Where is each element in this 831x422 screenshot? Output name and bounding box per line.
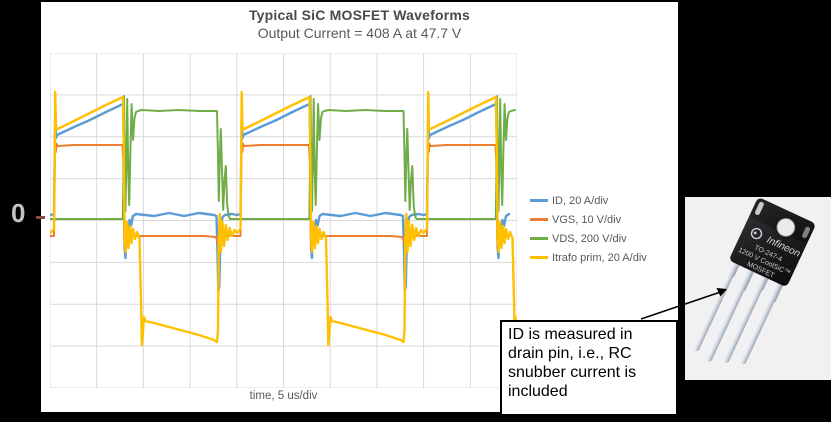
chart-panel: Typical SiC MOSFET Waveforms Output Curr…	[41, 2, 678, 412]
package-slot-left	[755, 201, 764, 216]
legend-swatch-id	[530, 199, 548, 202]
trace-vds	[50, 95, 516, 220]
legend-label-vgs: VGS, 10 V/div	[552, 213, 622, 226]
legend-label-itrafo_prim: Itrafo prim, 20 A/div	[552, 251, 647, 264]
trace-itrafo_prim	[50, 90, 517, 347]
legend-item-itrafo_prim: Itrafo prim, 20 A/div	[530, 248, 647, 267]
legend-swatch-vds	[530, 237, 548, 240]
infineon-logo	[750, 227, 763, 240]
zero-level-tick	[36, 216, 45, 219]
device-photo: Infineon TO-247-4 1200 V CoolSiC™ MOSFET	[685, 197, 831, 380]
legend-item-vgs: VGS, 10 V/div	[530, 210, 647, 229]
trace-vgs	[50, 140, 507, 250]
mounting-hole	[776, 217, 796, 237]
x-axis-label: time, 5 us/div	[249, 390, 318, 402]
legend-swatch-vgs	[530, 218, 548, 221]
zero-level-label: 0	[11, 198, 26, 228]
legend-item-vds: VDS, 200 V/div	[530, 229, 647, 248]
legend-label-id: ID, 20 A/div	[552, 194, 609, 207]
chart-title: Typical SiC MOSFET Waveforms	[248, 7, 471, 23]
trace-id	[50, 102, 511, 293]
package-slot-right	[802, 226, 811, 239]
waveform-plot	[50, 53, 517, 388]
legend-item-id: ID, 20 A/div	[530, 191, 647, 210]
legend-label-vds: VDS, 200 V/div	[552, 232, 627, 245]
legend: ID, 20 A/div VGS, 10 V/div VDS, 200 V/div I…	[530, 191, 647, 267]
package-body	[730, 198, 815, 286]
legend-swatch-itrafo_prim	[530, 256, 548, 259]
chart-subtitle: Output Current = 408 A at 47.7 V	[257, 25, 462, 41]
plot-grid	[50, 53, 517, 388]
mosfet-package-image: Infineon TO-247-4 1200 V CoolSiC™ MOSFET	[693, 198, 815, 365]
annotation-textbox: ID is measured in drain pin, i.e., RC sn…	[500, 320, 678, 416]
